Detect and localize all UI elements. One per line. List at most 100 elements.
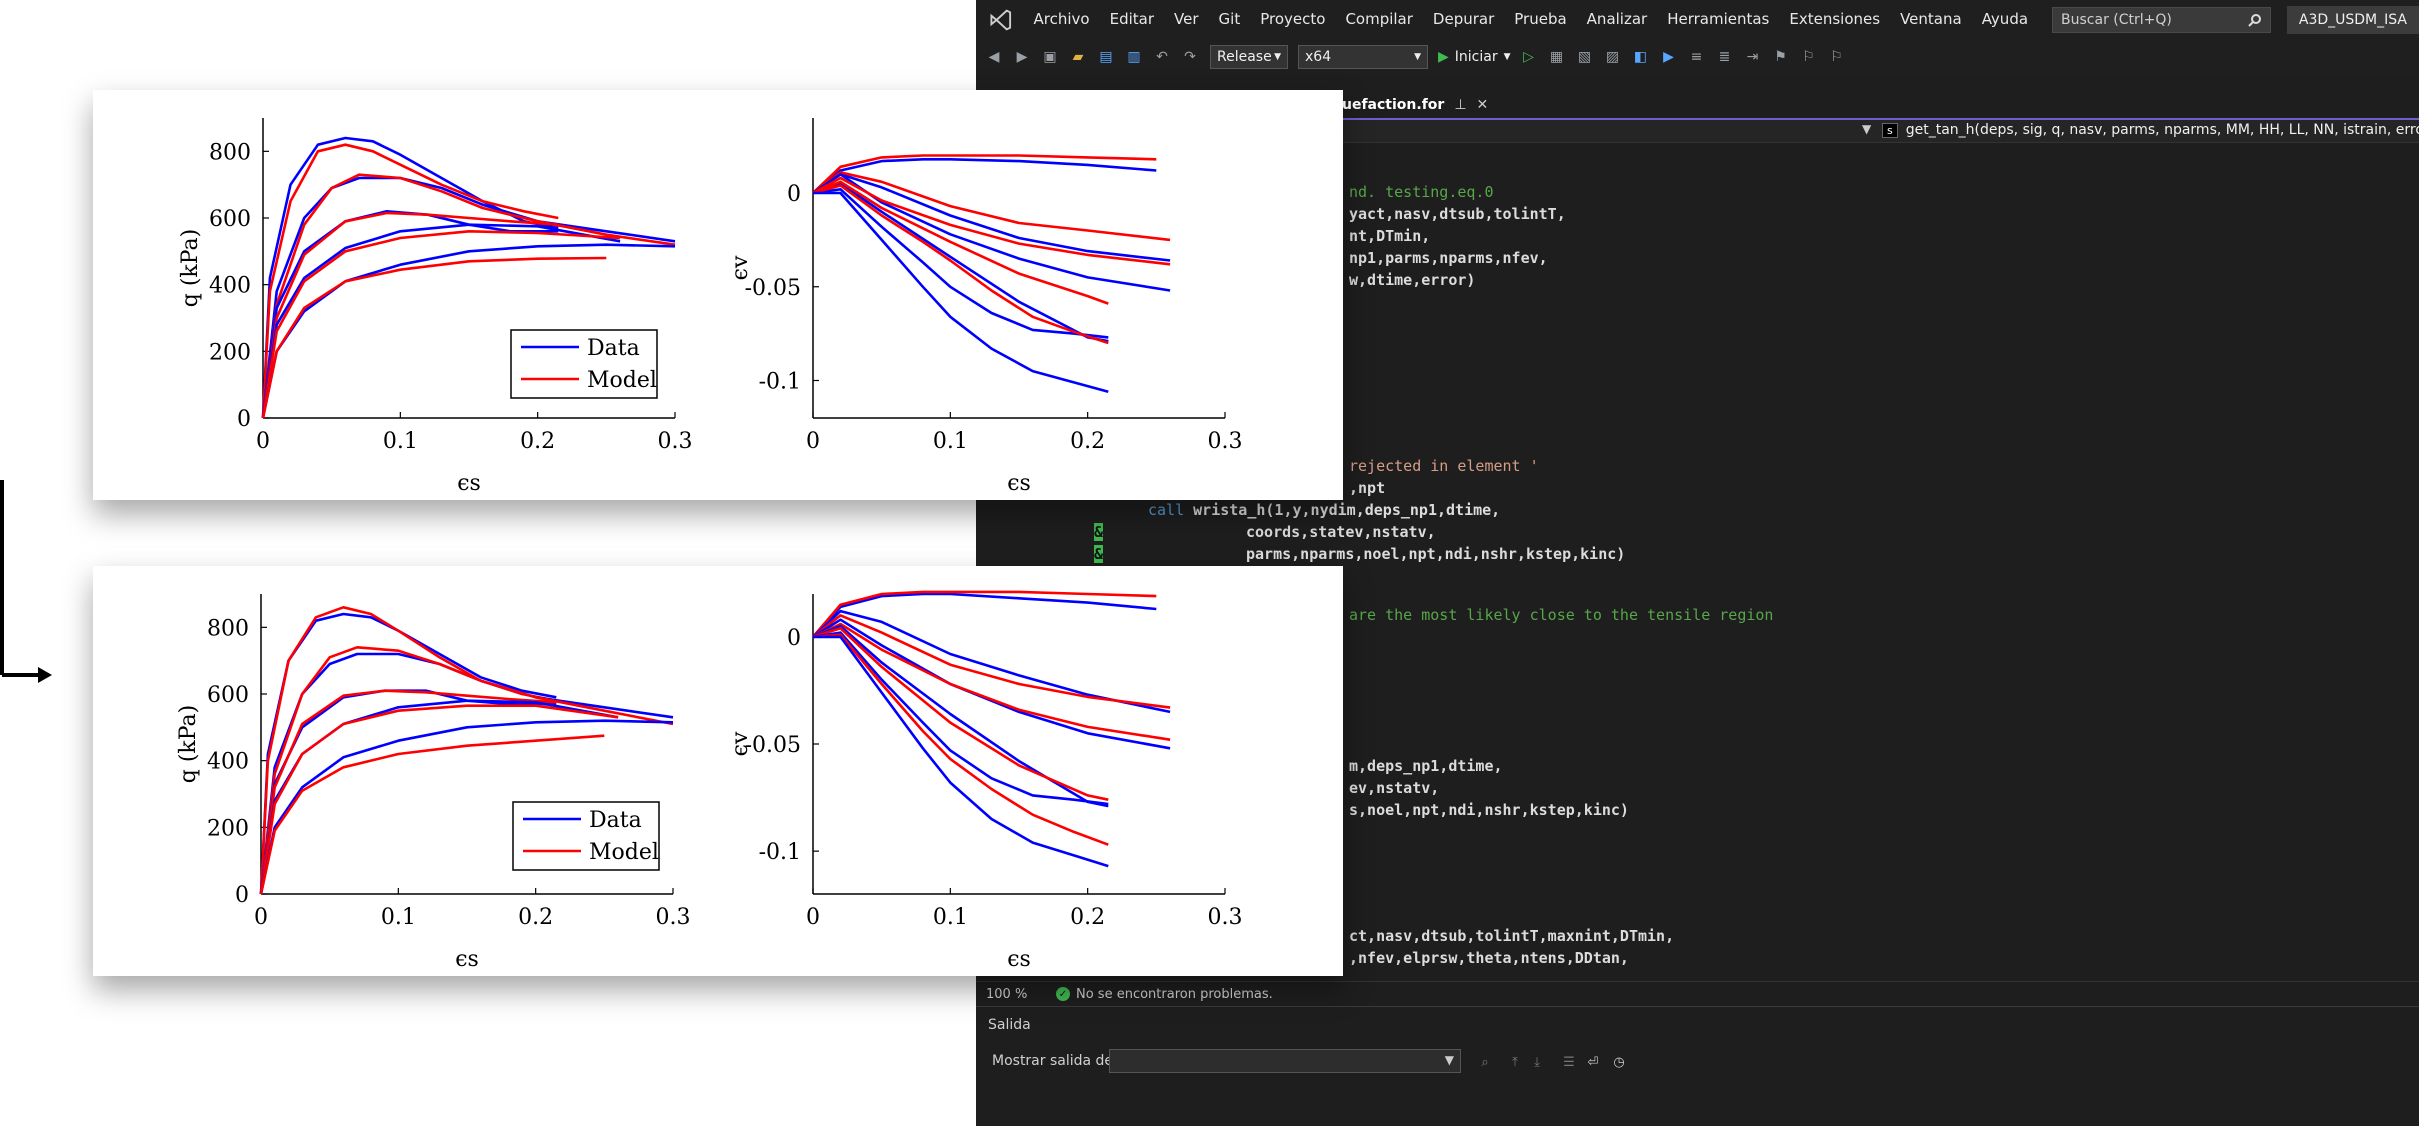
undo-icon[interactable]: ↶ (1156, 49, 1168, 65)
tab-file[interactable]: uefaction.for ⊥ ✕ (1342, 92, 1488, 118)
output-panel-title: Salida (988, 1017, 1031, 1033)
y-axis-label: q (kPa) (178, 229, 203, 308)
menu-item-analizar[interactable]: Analizar (1586, 10, 1648, 28)
start-debugging-button[interactable]: ▶ Iniciar ▼ (1438, 49, 1511, 65)
function-signature: get_tan_h(deps, sig, q, nasv, parms, npa… (1905, 122, 2419, 138)
open-folder-icon[interactable]: ▰ (1072, 49, 1084, 65)
menu-item-proyecto[interactable]: Proyecto (1260, 10, 1326, 28)
pin-icon[interactable]: ⊥ (1454, 97, 1467, 113)
menu-item-archivo[interactable]: Archivo (1033, 10, 1090, 28)
continuation-marker: & (1094, 523, 1104, 541)
x-tick-label: 0 (806, 905, 820, 930)
word-wrap-icon[interactable]: ⏎ (1587, 1054, 1599, 1070)
breakpoint-icon[interactable]: ▨ (1605, 49, 1620, 65)
platform-select[interactable]: x64 ▼ (1298, 45, 1428, 69)
model-series-line (259, 734, 605, 895)
code-line: s,noel,npt,ndi,nshr,kstep,kinc) (1349, 799, 1629, 821)
tool-icon[interactable]: ◧ (1633, 49, 1648, 65)
indent-icon[interactable]: ⇥ (1746, 49, 1759, 65)
model-series-line (812, 622, 1171, 741)
model-series-line (812, 154, 1157, 194)
code-text: rejected in element ' (1349, 457, 1539, 475)
function-navigation-dropdown[interactable]: s get_tan_h(deps, sig, q, nasv, parms, n… (1882, 122, 2419, 138)
find-icon[interactable]: ⌕ (1481, 1054, 1489, 1070)
menu-bar: Archivo Editar Ver Git Proyecto Compilar Depur… (976, 0, 2419, 39)
code-line: ct,nasv,dtsub,tolintT,maxnint,DTmin, (1349, 925, 1674, 947)
clock-icon[interactable]: ◷ (1613, 1054, 1625, 1070)
y-tick-label: 600 (209, 207, 251, 232)
comment-icon[interactable]: ≡ (1690, 49, 1703, 65)
y-axis-label: q (kPa) (176, 705, 201, 784)
forward-icon[interactable]: ▶ (1016, 49, 1028, 65)
code-text: m,deps_np1,dtime, (1349, 757, 1503, 775)
chevron-down-icon: ▼ (1414, 52, 1421, 62)
y-tick-label: -0.1 (759, 840, 801, 865)
search-input[interactable]: Buscar (Ctrl+Q) (2052, 6, 2271, 33)
data-series-line (813, 635, 1109, 868)
save-icon[interactable]: ▤ (1099, 49, 1113, 65)
layout-icon[interactable]: ▧ (1577, 49, 1592, 65)
model-series-line (259, 689, 557, 895)
data-series-line (259, 719, 674, 895)
code-text: s,noel,npt,ndi,nshr,kstep,kinc) (1349, 801, 1629, 819)
solution-name-badge[interactable]: A3D_USDM_ISA (2286, 5, 2419, 34)
zoom-level[interactable]: 100 % (986, 986, 1028, 1002)
back-icon[interactable]: ◀ (988, 49, 1000, 65)
check-icon: ✓ (1056, 987, 1070, 1001)
play-icon: ▶ (1438, 49, 1449, 65)
menu-item-herramientas[interactable]: Herramientas (1667, 10, 1770, 28)
menu-item-depurar[interactable]: Depurar (1432, 10, 1495, 28)
continuation-marker: & (1094, 545, 1104, 563)
menu-item-editar[interactable]: Editar (1109, 10, 1155, 28)
x-tick-label: 0.2 (1070, 429, 1105, 454)
bookmark-icon[interactable]: ⚑ (1774, 49, 1787, 65)
visual-studio-logo-icon[interactable] (988, 5, 1014, 35)
legend-model-label: Model (589, 840, 659, 865)
y-tick-label: 0 (235, 883, 249, 908)
go-to-previous-icon[interactable]: ⤒ (1512, 1054, 1518, 1070)
uncomment-icon[interactable]: ≣ (1718, 49, 1731, 65)
bookmark-next-icon[interactable]: ⚐ (1830, 49, 1843, 65)
y-tick-label: 400 (207, 750, 249, 775)
chevron-down-icon[interactable]: ▼ (1862, 122, 1872, 136)
configuration-select[interactable]: Release ▼ (1210, 45, 1288, 69)
menu-item-extensiones[interactable]: Extensiones (1789, 10, 1881, 28)
chevron-down-icon: ▼ (1503, 52, 1511, 62)
legend-model-label: Model (587, 368, 657, 393)
start-without-debugging-icon[interactable]: ▷ (1523, 49, 1534, 65)
close-icon[interactable]: ✕ (1476, 97, 1489, 113)
menu-item-compilar[interactable]: Compilar (1345, 10, 1413, 28)
data-series-line (812, 592, 1157, 638)
clear-all-icon[interactable]: ☰ (1563, 1054, 1575, 1070)
code-line: yact,nasv,dtsub,tolintT, (1349, 203, 1566, 225)
new-project-icon[interactable]: ▣ (1043, 49, 1057, 65)
code-line: nt,DTmin, (1349, 225, 1430, 247)
menu-item-git[interactable]: Git (1218, 10, 1241, 28)
menu-item-prueba[interactable]: Prueba (1514, 10, 1567, 28)
menu-item-ver[interactable]: Ver (1174, 10, 1199, 28)
step-icon[interactable]: ▶ (1663, 49, 1674, 65)
issues-indicator[interactable]: ✓ No se encontraron problemas. (1056, 987, 1273, 1002)
y-tick-label: 200 (207, 816, 249, 841)
menu-item-ayuda[interactable]: Ayuda (1981, 10, 2029, 28)
data-series-line (812, 158, 1157, 195)
chart-panel-bottom-left: 0 0.1 0.2 0.3 0 200 400 600 800 ϵs q (kPa) Data Mode… (176, 594, 691, 972)
toolbar: ◀ ▶ ▣ ▰ ▤ ▥ ↶ ↷ Release ▼ x64 ▼ ▶ Inicia… (976, 39, 2419, 75)
save-all-icon[interactable]: ▥ (1127, 49, 1141, 65)
code-text: w,dtime,error) (1349, 271, 1476, 289)
code-text: nd. testing.eq.0 (1349, 183, 1494, 201)
go-to-next-icon[interactable]: ⤓ (1534, 1054, 1540, 1070)
bookmark-prev-icon[interactable]: ⚐ (1802, 49, 1815, 65)
data-series-line (261, 223, 621, 419)
chart-panel-top-right: 0 0.1 0.2 0.3 0 -0.05 -0.1 ϵs ϵv (728, 118, 1243, 496)
output-source-select[interactable]: ▼ (1109, 1049, 1461, 1073)
y-tick-label: 400 (209, 274, 251, 299)
x-tick-label: 0.2 (1070, 905, 1105, 930)
menu-item-ventana[interactable]: Ventana (1900, 10, 1962, 28)
model-series-line (261, 230, 621, 419)
y-tick-label: 600 (207, 683, 249, 708)
browse-icon[interactable]: ▦ (1549, 49, 1564, 65)
code-text: ,npt (1349, 479, 1386, 497)
redo-icon[interactable]: ↷ (1184, 49, 1196, 65)
model-series-line (812, 633, 1109, 846)
